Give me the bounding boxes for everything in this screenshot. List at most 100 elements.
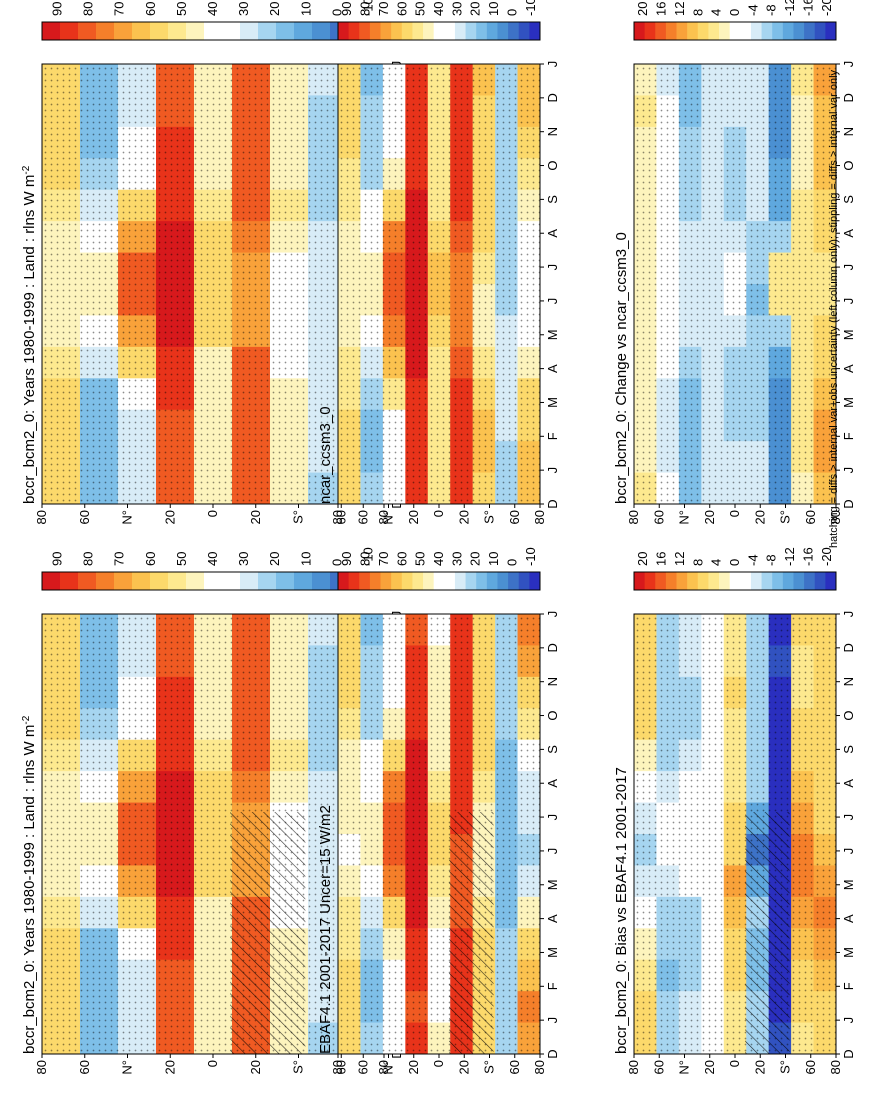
colorbar-swatch bbox=[258, 572, 277, 590]
colorbar-swatch bbox=[708, 22, 719, 40]
x-tick-label: N bbox=[545, 677, 560, 686]
colorbar-label: 20 bbox=[468, 552, 483, 566]
x-tick-label: J bbox=[545, 814, 560, 821]
x-tick-label: N bbox=[841, 677, 856, 686]
colorbar-swatch bbox=[730, 572, 741, 590]
x-tick-label: J bbox=[841, 61, 856, 68]
colorbar-swatch bbox=[222, 22, 241, 40]
panel-other-model-abs: ncar_ccsm3_0 80 60 N° 20 0 20 S° 60 80 D J F M A M J J A S O… bbox=[298, 4, 598, 544]
x-tick-label: D bbox=[545, 93, 560, 102]
colorbar-swatch bbox=[772, 572, 783, 590]
colorbar-swatch bbox=[258, 22, 277, 40]
colorbar-swatch bbox=[370, 572, 381, 590]
colorbar-label: -10 bbox=[523, 547, 538, 566]
colorbar-label: 20 bbox=[468, 2, 483, 16]
panel-bias: bccr_bcm2_0: Bias vs EBAF4.1 2001-2017 80… bbox=[594, 554, 894, 1094]
colorbar-label: -10 bbox=[523, 0, 538, 16]
colorbar-label: 12 bbox=[672, 552, 687, 566]
colorbar-swatch bbox=[412, 22, 423, 40]
colorbar-label: 8 bbox=[690, 9, 705, 16]
colorbar-swatch bbox=[508, 22, 519, 40]
colorbar-swatch bbox=[240, 572, 259, 590]
x-tick-label: O bbox=[841, 710, 856, 720]
colorbar-swatch bbox=[444, 22, 455, 40]
colorbar-label: -12 bbox=[782, 547, 797, 566]
colorbar-label: 20 bbox=[635, 2, 650, 16]
colorbar-label: 60 bbox=[394, 552, 409, 566]
x-tick-label: F bbox=[841, 982, 856, 990]
hatching-overlay bbox=[230, 812, 305, 1054]
colorbar-swatch bbox=[391, 572, 402, 590]
x-tick-label: O bbox=[545, 160, 560, 170]
y-tick-label: 20 bbox=[752, 1060, 767, 1074]
y-tick-label: 20 bbox=[162, 1060, 177, 1074]
panel-title: ncar_ccsm3_0 bbox=[317, 406, 334, 504]
colorbar-swatch bbox=[793, 22, 804, 40]
panel-title: EBAF4.1 2001-2017 Uncer=15 W/m2 bbox=[317, 805, 334, 1054]
heatmap-panel: bccr_bcm2_0: Bias vs EBAF4.1 2001-201780… bbox=[594, 554, 894, 1094]
colorbar-swatch bbox=[698, 22, 709, 40]
colorbar-swatch bbox=[60, 572, 79, 590]
heatmap-panel: bccr_bcm2_0: Change vs ncar_ccsm3_080 60 N… bbox=[594, 4, 894, 544]
y-tick-label: 20 bbox=[248, 510, 263, 524]
stippling-overlay bbox=[634, 614, 836, 1054]
colorbar-swatch bbox=[783, 22, 794, 40]
colorbar-swatch bbox=[740, 22, 751, 40]
x-tick-label: J bbox=[841, 848, 856, 855]
panel-title: bccr_bcm2_0: Change vs ncar_ccsm3_0 bbox=[613, 232, 630, 504]
panel-obs-abs: EBAF4.1 2001-2017 Uncer=15 W/m2 80 60 N° 20 0… bbox=[298, 554, 598, 1094]
y-tick-label: 0 bbox=[431, 510, 446, 517]
x-tick-label: M bbox=[841, 329, 856, 340]
colorbar-label: 50 bbox=[174, 2, 189, 16]
colorbar-swatch bbox=[168, 572, 187, 590]
colorbar-swatch bbox=[815, 572, 826, 590]
colorbar-label: 10 bbox=[486, 552, 501, 566]
colorbar-label: 0 bbox=[727, 9, 742, 16]
colorbar-label: 40 bbox=[205, 2, 220, 16]
y-tick-label: N° bbox=[677, 510, 692, 525]
colorbar-swatch bbox=[677, 22, 688, 40]
colorbar-label: 70 bbox=[376, 2, 391, 16]
x-tick-label: J bbox=[545, 61, 560, 68]
colorbar-swatch bbox=[719, 22, 730, 40]
x-tick-label: F bbox=[545, 432, 560, 440]
colorbar-swatch bbox=[645, 572, 656, 590]
colorbar-swatch bbox=[381, 22, 392, 40]
x-tick-label: D bbox=[841, 1049, 856, 1058]
colorbar-swatch bbox=[338, 22, 349, 40]
y-tick-label: S° bbox=[778, 510, 793, 524]
x-tick-label: J bbox=[841, 467, 856, 474]
colorbar-swatch bbox=[698, 572, 709, 590]
colorbar-swatch bbox=[132, 572, 151, 590]
colorbar-swatch bbox=[412, 572, 423, 590]
x-tick-label: A bbox=[545, 364, 560, 373]
colorbar-label: -8 bbox=[764, 554, 779, 566]
colorbar-label: 30 bbox=[449, 552, 464, 566]
x-tick-label: D bbox=[545, 643, 560, 652]
x-tick-label: A bbox=[841, 779, 856, 788]
y-tick-label: 80 bbox=[532, 1060, 547, 1074]
panel-title-superscript: -2 bbox=[21, 165, 32, 174]
panel-change: bccr_bcm2_0: Change vs ncar_ccsm3_0 80 60 N… bbox=[594, 4, 894, 544]
x-tick-label: A bbox=[841, 914, 856, 923]
colorbar-swatch bbox=[497, 22, 508, 40]
stippling-overlay bbox=[338, 614, 540, 1054]
x-tick-label: S bbox=[545, 195, 560, 204]
colorbar-swatch bbox=[804, 22, 815, 40]
colorbar-swatch bbox=[487, 22, 498, 40]
colorbar-label: 80 bbox=[81, 552, 96, 566]
y-tick-label: N° bbox=[381, 1060, 396, 1075]
y-tick-label: 80 bbox=[330, 510, 345, 524]
colorbar-label: 20 bbox=[267, 2, 282, 16]
colorbar-label: -20 bbox=[819, 547, 834, 566]
colorbar-label: 4 bbox=[709, 9, 724, 16]
x-tick-label: N bbox=[545, 127, 560, 136]
colorbar-label: -12 bbox=[782, 0, 797, 16]
x-tick-label: A bbox=[841, 364, 856, 373]
colorbar-swatch bbox=[793, 572, 804, 590]
colorbar-label: 80 bbox=[81, 2, 96, 16]
colorbar-label: 90 bbox=[50, 2, 65, 16]
y-tick-label: N° bbox=[677, 1060, 692, 1075]
x-tick-label: D bbox=[545, 1049, 560, 1058]
colorbar-swatch bbox=[687, 22, 698, 40]
